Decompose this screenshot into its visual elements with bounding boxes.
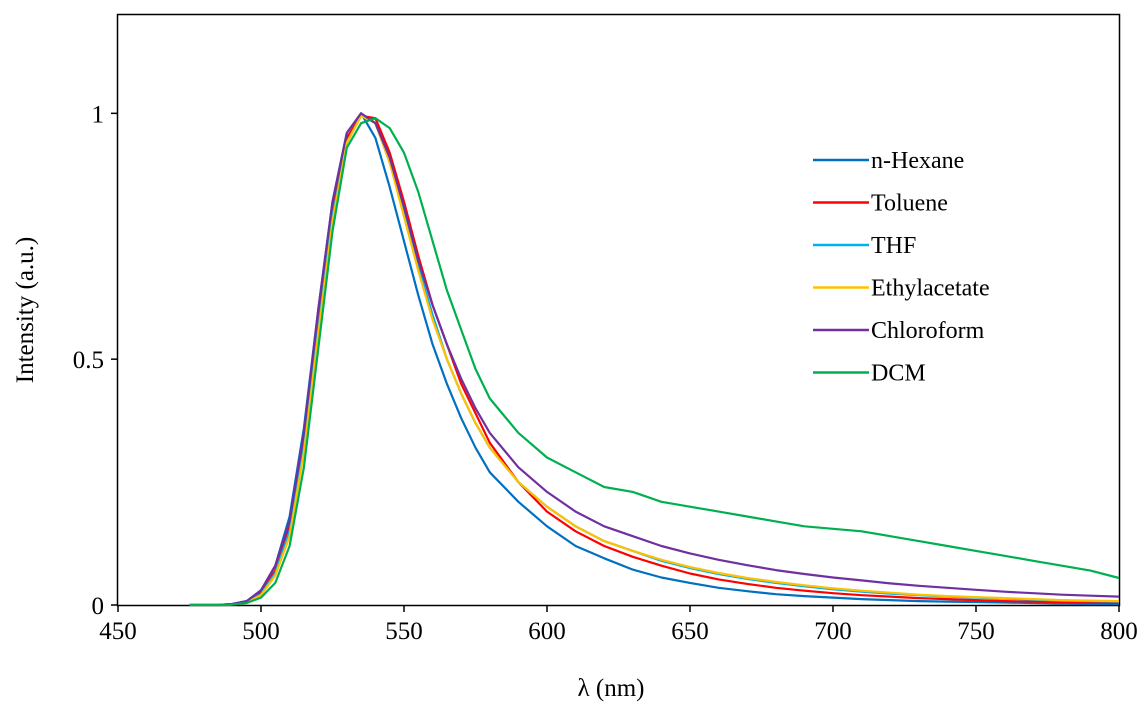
- series-line-4: [189, 112, 1120, 607]
- legend-label: THF: [871, 233, 916, 259]
- series-line-2: [189, 114, 1120, 607]
- series-line-3: [189, 114, 1120, 607]
- x-tick-label: 500: [242, 618, 280, 645]
- x-tick-label: 550: [385, 618, 423, 645]
- x-tick-label: 800: [1100, 618, 1138, 645]
- series-line-5: [189, 117, 1120, 607]
- legend-label: Ethylacetate: [871, 276, 990, 302]
- y-tick-label: 1: [92, 101, 105, 128]
- x-tick-label: 650: [671, 618, 709, 645]
- series-line-1: [189, 114, 1120, 607]
- plot-area-frame: [116, 13, 1121, 607]
- x-tick-label: 600: [528, 618, 566, 645]
- y-axis-title: Intensity (a.u.): [12, 237, 39, 383]
- x-tick-label: 700: [814, 618, 852, 645]
- legend-label: DCM: [871, 361, 926, 387]
- x-tick-label: 750: [957, 618, 995, 645]
- legend-label: Chloroform: [871, 318, 985, 344]
- x-tick-label: 450: [99, 618, 137, 645]
- x-axis-title: λ (nm): [578, 675, 645, 702]
- y-tick-label: 0: [92, 593, 105, 620]
- legend-label: n-Hexane: [871, 148, 964, 174]
- series-layer: [189, 112, 1120, 607]
- axis-layer: 450 500 550 600 650 700 750 800 0 0.5 1: [73, 101, 1138, 645]
- series-line-0: [189, 112, 1119, 607]
- legend-label: Toluene: [871, 191, 948, 217]
- y-tick-label: 0.5: [73, 347, 104, 374]
- legend: n-Hexane Toluene THF Ethylacetate Chloroform…: [813, 148, 990, 387]
